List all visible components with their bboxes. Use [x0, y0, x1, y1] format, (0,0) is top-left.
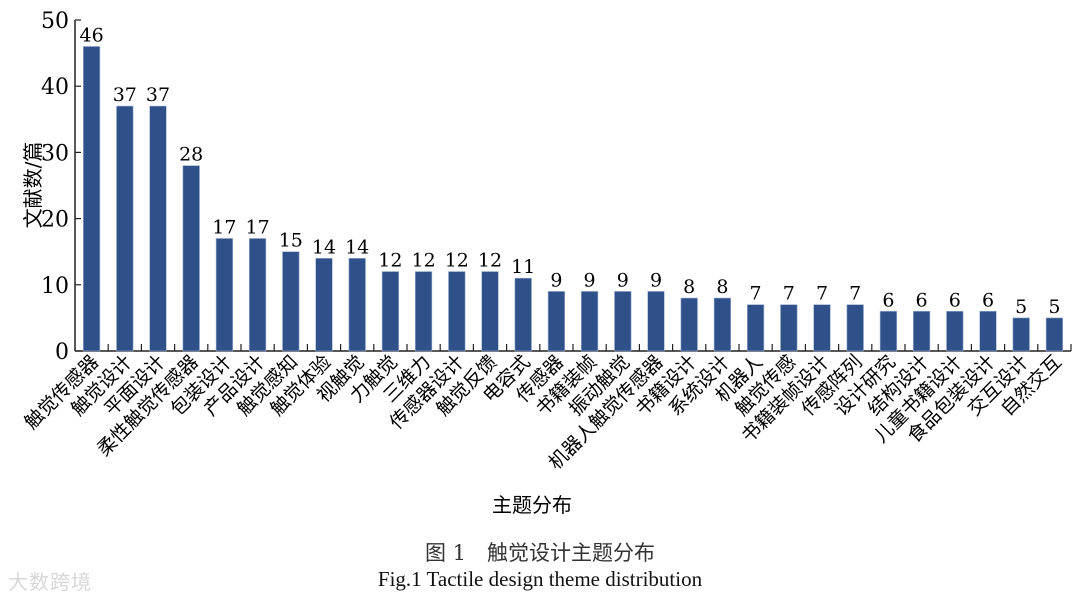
bar [381, 271, 400, 352]
bar [746, 304, 765, 352]
bar [946, 310, 964, 352]
bar-value-label: 6 [882, 289, 894, 311]
figure-caption-en: Fig.1 Tactile design theme distribution [377, 567, 703, 591]
y-axis: 0 10 20 30 40 50 [41, 9, 1072, 365]
bar [514, 277, 532, 352]
bar [182, 165, 200, 352]
y-axis-label: 文献数/篇 [21, 142, 45, 229]
bar [448, 271, 466, 352]
bar-value-label: 12 [445, 250, 469, 272]
bar [647, 291, 665, 352]
y-tick-label: 50 [41, 9, 69, 34]
bar [979, 310, 997, 352]
figure-caption-cn: 图 1 触觉设计主题分布 [424, 541, 656, 565]
bar [116, 105, 134, 352]
bar-value-label: 9 [584, 269, 596, 291]
bar [83, 46, 101, 352]
bar-chart: 0 10 20 30 40 50 46 37 37 28 17 17 15 14 14 12 12 12 12 11… [20, 9, 1072, 517]
bar [780, 304, 798, 352]
bar [680, 297, 698, 352]
bar [580, 291, 599, 352]
bar [414, 271, 433, 352]
bar [315, 258, 333, 352]
bar-value-label: 12 [478, 250, 502, 272]
bar [282, 251, 300, 352]
bar-value-label: 17 [246, 216, 270, 238]
bar-value-label: 11 [511, 256, 535, 278]
bar [879, 310, 897, 352]
bar-value-label: 37 [113, 84, 137, 106]
bar [348, 258, 366, 352]
bar [713, 297, 731, 352]
bar-value-label: 15 [279, 230, 303, 252]
bar-value-label: 5 [1048, 296, 1060, 318]
bar [547, 291, 565, 352]
bar [249, 238, 267, 352]
bar-value-label: 8 [716, 276, 728, 298]
bar [1012, 317, 1030, 352]
y-tick-label: 10 [41, 274, 69, 299]
bar-value-label: 12 [378, 250, 402, 272]
y-tick-label: 0 [55, 340, 69, 365]
bar-value-label: 5 [1015, 296, 1027, 318]
bar-value-label: 7 [783, 283, 795, 305]
bar [846, 304, 864, 352]
bar-value-label: 7 [849, 283, 861, 305]
y-tick-label: 40 [41, 75, 69, 100]
bar-value-label: 6 [982, 289, 994, 311]
bar-value-label: 14 [345, 236, 369, 258]
bar-value-label: 46 [80, 24, 104, 46]
bar-value-label: 8 [683, 276, 695, 298]
x-tick-labels: 触觉传感器触觉设计平面设计柔性触觉传感器包装设计产品设计触觉感知触觉体验视触觉力… [20, 351, 1066, 474]
bar-value-label: 14 [312, 236, 336, 258]
bar-value-label: 6 [916, 289, 928, 311]
bar-value-label: 6 [949, 289, 961, 311]
bar-value-label: 37 [146, 84, 170, 106]
bar-value-label: 28 [179, 144, 203, 166]
bar-value-label: 7 [750, 283, 762, 305]
bar-value-label: 9 [617, 269, 629, 291]
bar [1045, 317, 1063, 352]
bar-value-label: 9 [550, 269, 562, 291]
bar [912, 310, 931, 352]
bar-value-label: 12 [412, 250, 436, 272]
bar [481, 271, 499, 352]
bar [215, 238, 234, 352]
bar [813, 304, 831, 352]
y-tick-label: 30 [41, 141, 69, 166]
bar [149, 105, 167, 352]
bar-value-label: 9 [650, 269, 662, 291]
bar [614, 291, 632, 352]
watermark: 大数跨境 [8, 570, 92, 594]
x-axis-label: 主题分布 [492, 493, 572, 517]
bar-value-label: 7 [816, 283, 828, 305]
y-tick-label: 20 [41, 208, 69, 233]
bar-value-label: 17 [212, 216, 236, 238]
